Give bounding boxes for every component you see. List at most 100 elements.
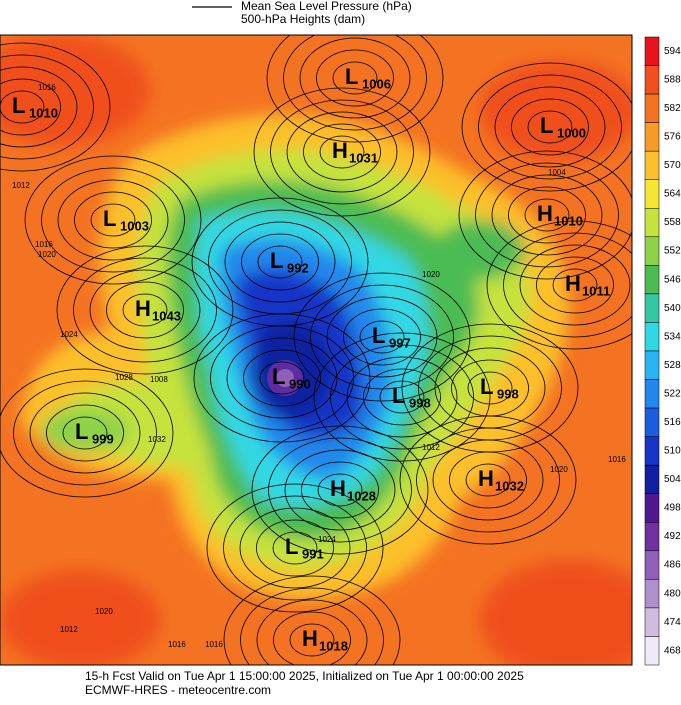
center-value: 1000 <box>557 125 586 140</box>
isobar <box>226 337 338 419</box>
isobar <box>41 167 185 273</box>
isobar <box>29 392 141 474</box>
colorbar-label: 468 <box>664 645 681 656</box>
center-value: 1010 <box>554 213 583 228</box>
center-value: 1011 <box>582 283 610 298</box>
isobar <box>399 415 577 545</box>
center-value: 992 <box>287 260 309 275</box>
isobar-label: 1012 <box>12 181 30 190</box>
center-kind: H <box>302 626 318 651</box>
isobar-label: 1016 <box>168 640 186 649</box>
colorbar-swatch <box>644 322 660 352</box>
isobar <box>319 135 365 169</box>
isobar <box>0 66 78 148</box>
isobar <box>379 380 425 414</box>
isobar <box>310 284 454 390</box>
colorbar-label: 528 <box>664 360 681 371</box>
center-value: 1043 <box>152 308 181 323</box>
isobar-label: 1024 <box>318 535 336 544</box>
center-value: 1006 <box>362 76 391 91</box>
isobar <box>536 256 614 314</box>
isobar-label: 1020 <box>422 270 440 279</box>
center-value: 999 <box>92 431 114 446</box>
center-kind: L <box>270 248 283 273</box>
isobar <box>289 623 335 657</box>
isobar <box>316 49 394 107</box>
isobar <box>449 451 527 509</box>
center-kind: H <box>330 476 346 501</box>
colorbar-swatch <box>644 208 660 238</box>
center-value: 998 <box>497 386 519 401</box>
colorbar-swatch <box>644 407 660 437</box>
isobar <box>359 320 405 354</box>
isobar <box>273 611 351 665</box>
isobar <box>491 174 603 256</box>
center-value: 1032 <box>495 478 524 493</box>
isobar <box>256 519 334 577</box>
isobar <box>223 495 367 601</box>
colorbar-swatch <box>644 607 660 637</box>
center-kind: L <box>392 383 405 408</box>
isobar <box>268 437 412 543</box>
isobar <box>478 74 622 180</box>
colorbar-label: 492 <box>664 531 681 542</box>
isobar <box>46 404 124 462</box>
center-kind: L <box>75 419 88 444</box>
isobar <box>106 281 184 339</box>
colorbar-swatch <box>644 636 660 666</box>
colorbar-swatch <box>644 65 660 95</box>
isobar <box>256 599 368 665</box>
isobar <box>301 461 379 519</box>
colorbar-label: 516 <box>664 417 681 428</box>
isobar <box>0 90 45 124</box>
isobar <box>465 463 511 497</box>
isobar <box>0 368 174 498</box>
colorbar-swatch <box>644 236 660 266</box>
center-kind: L <box>540 113 553 138</box>
colorbar-swatch <box>644 265 660 295</box>
isobar <box>519 244 631 326</box>
isobar <box>293 272 471 402</box>
isobar <box>511 98 589 156</box>
colorbar-swatch <box>644 350 660 380</box>
colorbar-swatch <box>644 179 660 209</box>
isobar-label: 1016 <box>38 83 56 92</box>
isobar-label: 1020 <box>95 607 113 616</box>
isobar-label: 1016 <box>35 240 53 249</box>
center-value: 990 <box>289 376 311 391</box>
isobar <box>243 349 321 407</box>
isobar <box>257 245 303 279</box>
center-kind: H <box>565 271 581 296</box>
isobar <box>486 220 632 350</box>
colorbar-label: 594 <box>664 46 681 57</box>
colorbar-label: 540 <box>664 303 681 314</box>
isobars <box>0 35 632 665</box>
map-frame <box>0 34 633 666</box>
isobar <box>57 179 169 261</box>
isobar <box>284 449 396 531</box>
colorbar-label: 546 <box>664 274 681 285</box>
isobar <box>283 35 427 131</box>
isobar <box>272 531 318 565</box>
isobar <box>332 61 378 95</box>
isobar <box>89 269 201 351</box>
isobar <box>508 186 586 244</box>
colorbar-swatch <box>644 93 660 123</box>
colorbar: 594 588 582 576 570 564 558 552 546 540 534 528 522 5… <box>644 36 681 666</box>
center-kind: L <box>12 93 25 118</box>
center-kind: H <box>537 201 553 226</box>
center-kind: H <box>135 296 151 321</box>
colorbar-swatch <box>644 493 660 523</box>
map-field <box>0 35 632 665</box>
isobar <box>122 293 168 327</box>
isobar <box>363 368 441 426</box>
isobar <box>313 332 491 462</box>
center-value: 1003 <box>120 218 149 233</box>
center-kind: L <box>480 374 493 399</box>
center-kind: L <box>272 364 285 389</box>
legend-text: Mean Sea Level Pressure (hPa) <box>241 0 412 13</box>
colorbar-label: 504 <box>664 474 681 485</box>
colorbar-label: 588 <box>664 74 681 85</box>
footer-text: 15-h Fcst Valid on Tue Apr 1 15:00:00 20… <box>85 669 524 683</box>
isobar <box>270 99 414 205</box>
